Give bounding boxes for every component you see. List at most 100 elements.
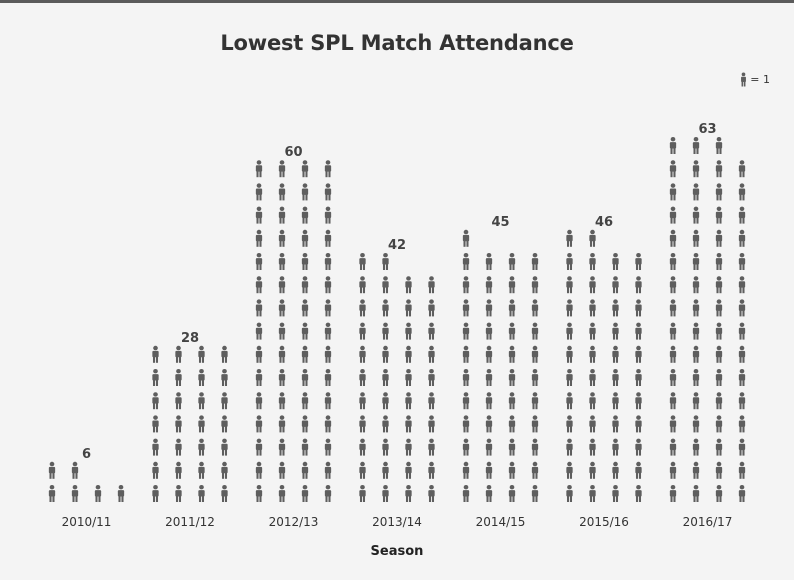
person-icon [738,369,746,386]
person-icon [692,485,700,502]
person-icon [635,276,642,294]
person-icon [255,485,263,502]
person-icon [221,461,228,479]
person-icon [324,183,332,201]
person-icon [635,485,642,502]
person-icon [278,253,286,270]
person-icon [255,299,263,317]
person-icon [428,438,435,456]
person-icon [738,229,746,247]
person-icon [485,322,493,340]
person-icon [359,345,366,363]
person-icon [278,438,286,456]
person-icon [152,485,159,502]
person-icon [255,392,263,410]
person-icon [278,369,286,386]
person-icon [612,438,619,456]
person-icon [175,392,182,410]
person-icon [255,206,263,224]
person-icon [428,392,435,410]
person-icon [566,322,573,340]
person-icon [175,369,182,386]
person-icon [382,345,389,363]
person-icon [221,485,228,502]
person-icon [715,183,723,201]
person-icon [382,299,389,317]
person-icon [692,183,700,201]
person-icon [485,485,493,502]
person-icon [508,415,516,433]
person-icon [485,276,493,294]
person-icon [566,392,573,410]
person-icon [324,415,332,433]
person-icon [462,322,470,340]
person-icon [738,438,746,456]
person-icon [566,345,573,363]
person-icon [508,322,516,340]
person-icon [531,485,539,502]
person-icon [255,415,263,433]
person-icon [738,461,746,479]
person-icon [324,461,332,479]
person-icon [612,253,619,270]
person-icon [715,253,723,270]
person-icon [485,253,493,270]
person-icon [589,485,596,502]
person-icon [715,322,723,340]
person-icon [612,322,619,340]
person-icon [508,485,516,502]
person-icon [221,392,228,410]
person-icon [428,299,435,317]
person-icon [508,253,516,270]
person-icon [566,415,573,433]
person-icon [715,137,723,154]
person-icon [612,299,619,317]
person-icon [738,345,746,363]
person-icon [324,276,332,294]
person-icon [405,392,412,410]
x-tick-label: 2011/12 [165,515,215,529]
person-icon [405,415,412,433]
person-icon [324,160,332,178]
x-tick-label: 2013/14 [372,515,422,529]
person-icon [738,485,746,502]
person-icon [301,415,309,433]
person-icon [462,461,470,479]
bar-2015-16 [566,229,642,502]
person-icon [324,345,332,363]
person-icon [669,299,677,317]
person-icon [405,485,412,502]
person-icon [508,438,516,456]
person-icon [669,253,677,270]
person-icon [278,485,286,502]
person-icon [278,276,286,294]
person-icon [715,345,723,363]
person-icon [741,72,747,87]
data-label: 6 [82,447,91,462]
person-icon [324,322,332,340]
person-icon [382,369,389,386]
person-icon [48,485,56,502]
person-icon [715,160,723,178]
person-icon [589,345,596,363]
person-icon [612,369,619,386]
person-icon [715,229,723,247]
person-icon [635,299,642,317]
person-icon [692,345,700,363]
person-icon [324,485,332,502]
person-icon [301,438,309,456]
person-icon [301,345,309,363]
person-icon [462,253,470,270]
person-icon [382,461,389,479]
person-icon [255,253,263,270]
bar-2013-14 [359,253,435,502]
person-icon [508,276,516,294]
person-icon [715,206,723,224]
person-icon [278,206,286,224]
person-icon [359,485,366,502]
person-icon [324,438,332,456]
person-icon [738,299,746,317]
person-icon [71,461,79,479]
person-icon [566,229,573,247]
